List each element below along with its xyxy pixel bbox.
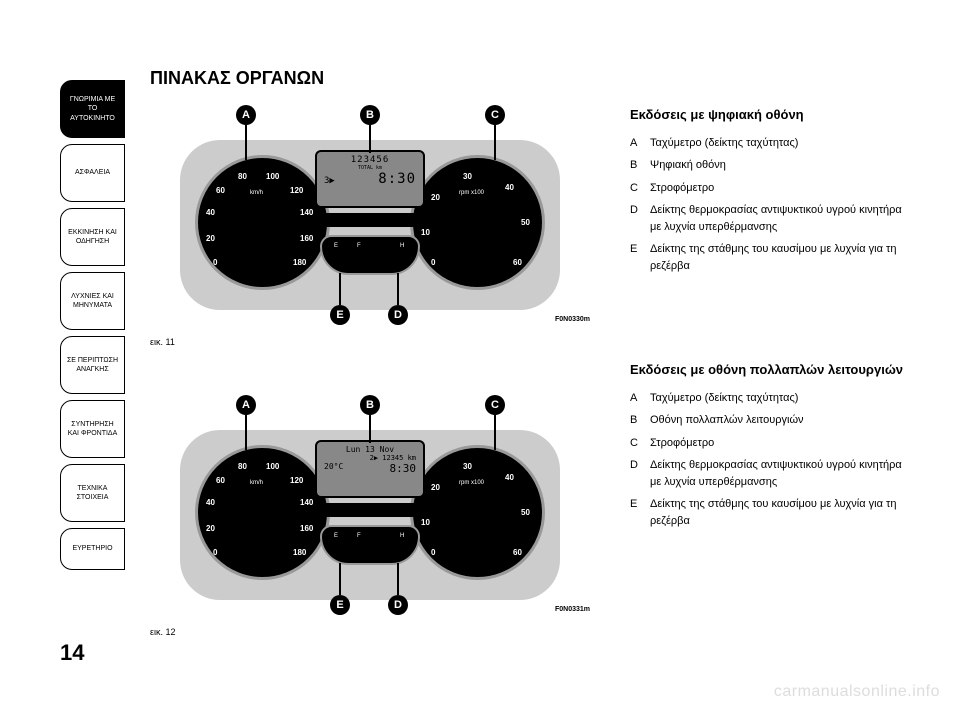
multifunction-display: Lun 13 Nov 2▶ 12345 km 20°C 8:30 <box>315 440 425 498</box>
figure-code: F0N0330m <box>555 316 590 323</box>
marker-a: A <box>236 105 256 125</box>
clock-value: 8:30 <box>390 462 417 475</box>
tab-intro[interactable]: ΓΝΩΡΙΜΙΑ ΜΕ ΤΟ ΑΥΤΟΚΙΝΗΤΟ <box>60 80 125 138</box>
def-b: Ψηφιακή οθόνη <box>650 157 910 174</box>
marker-c: C <box>485 105 505 125</box>
tab-safety[interactable]: ΑΣΦΑΛΕΙΑ <box>60 144 125 202</box>
def-a: Ταχύμετρο (δείκτης ταχύτητας) <box>650 135 910 152</box>
fuel-temp-gauge: E F H <box>320 525 420 565</box>
marker-b: B <box>360 105 380 125</box>
tab-lights[interactable]: ΛΥΧΝΙΕΣ ΚΑΙ ΜΗΝΥΜΑΤΑ <box>60 272 125 330</box>
speedometer-unit: km/h <box>250 190 263 196</box>
section-multifunction: Εκδόσεις με οθόνη πολλαπλών λειτουργιών … <box>630 360 910 535</box>
def-d: Δείκτης θερμοκρασίας αντιψυκτικού υγρού … <box>650 202 910 235</box>
fuel-temp-gauge: E F H <box>320 235 420 275</box>
section-heading: Εκδόσεις με ψηφιακή οθόνη <box>630 105 910 125</box>
section-heading: Εκδόσεις με οθόνη πολλαπλών λειτουργιών <box>630 360 910 380</box>
marker-e: E <box>330 595 350 615</box>
odometer-value: 123456 <box>320 155 420 165</box>
tab-emergency[interactable]: ΣΕ ΠΕΡΙΠΤΩΣΗ ΑΝΑΓΚΗΣ <box>60 336 125 394</box>
warning-icon-strip <box>315 213 425 227</box>
marker-e: E <box>330 305 350 325</box>
marker-a: A <box>236 395 256 415</box>
trip-value: 2▶ 12345 km <box>320 454 420 462</box>
watermark: carmanualsonline.info <box>774 683 940 701</box>
clock-value: 8:30 <box>378 171 416 187</box>
figure-code: F0N0331m <box>555 606 590 613</box>
tab-starting[interactable]: ΕΚΚΙΝΗΣΗ ΚΑΙ ΟΔΗΓΗΣΗ <box>60 208 125 266</box>
speedometer-unit: km/h <box>250 480 263 486</box>
date-value: Lun 13 Nov <box>320 445 420 454</box>
marker-d: D <box>388 305 408 325</box>
speedometer-gauge: km/h 020406080100120140160180 <box>195 155 330 290</box>
marker-d: D <box>388 595 408 615</box>
figure-label: εικ. 12 <box>150 627 176 637</box>
def-d: Δείκτης θερμοκρασίας αντιψυκτικού υγρού … <box>650 457 910 490</box>
figure-11: km/h 020406080100120140160180 rpm x100 0… <box>150 105 590 335</box>
instrument-cluster-1: km/h 020406080100120140160180 rpm x100 0… <box>150 105 590 335</box>
warning-icon-strip <box>315 503 425 517</box>
tab-index[interactable]: ΕΥΡΕΤΗΡΙΟ <box>60 528 125 570</box>
def-c: Στροφόμετρο <box>650 435 910 452</box>
section-digital: Εκδόσεις με ψηφιακή οθόνη AΤαχύμετρο (δε… <box>630 105 910 280</box>
tachometer-gauge: rpm x100 0102030405060 <box>410 445 545 580</box>
def-a: Ταχύμετρο (δείκτης ταχύτητας) <box>650 390 910 407</box>
temp-value: 20°C <box>324 462 343 475</box>
speedometer-gauge: km/h 020406080100120140160180 <box>195 445 330 580</box>
marker-c: C <box>485 395 505 415</box>
def-e: Δείκτης της στάθμης του καυσίμου με λυχν… <box>650 496 910 529</box>
marker-b: B <box>360 395 380 415</box>
digital-display: 123456 TOTAL km 3▶ 8:30 <box>315 150 425 208</box>
instrument-cluster-2: km/h 020406080100120140160180 rpm x100 0… <box>150 395 590 625</box>
tachometer-unit: rpm x100 <box>459 190 484 196</box>
figure-label: εικ. 11 <box>150 337 175 347</box>
tab-maintenance[interactable]: ΣΥΝΤΗΡΗΣΗ ΚΑΙ ΦΡΟΝΤΙΔΑ <box>60 400 125 458</box>
page-number: 14 <box>60 640 84 666</box>
tab-techdata[interactable]: ΤΕΧΝΙΚΑ ΣΤΟΙΧΕΙΑ <box>60 464 125 522</box>
def-c: Στροφόμετρο <box>650 180 910 197</box>
figure-12: km/h 020406080100120140160180 rpm x100 0… <box>150 395 590 625</box>
tachometer-unit: rpm x100 <box>459 480 484 486</box>
tachometer-gauge: rpm x100 0102030405060 <box>410 155 545 290</box>
page-title: ΠΙΝΑΚΑΣ ΟΡΓΑΝΩΝ <box>150 68 324 89</box>
def-e: Δείκτης της στάθμης του καυσίμου με λυχν… <box>650 241 910 274</box>
def-b: Οθόνη πολλαπλών λειτουργιών <box>650 412 910 429</box>
sidebar-tabs: ΓΝΩΡΙΜΙΑ ΜΕ ΤΟ ΑΥΤΟΚΙΝΗΤΟ ΑΣΦΑΛΕΙΑ ΕΚΚΙΝ… <box>60 80 125 576</box>
gear-indicator: 3▶ <box>324 176 335 186</box>
